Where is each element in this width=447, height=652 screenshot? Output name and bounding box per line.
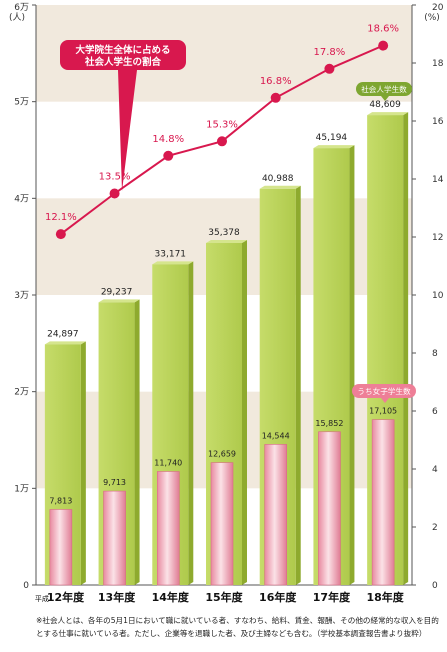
total-bar-label: 35,378 [208,228,240,238]
female-bar [264,444,288,586]
right-tick-label: 4 [432,465,438,475]
right-tick-label: 0 [432,581,438,591]
callout-bubble: 大学院生全体に占める 社会人学生の割合 [60,40,186,191]
right-axis-unit: (%) [424,13,440,23]
right-tick-label: 16 [432,117,444,127]
ratio-point [55,229,66,240]
ratio-point [217,136,227,147]
ratio-point [378,40,389,51]
data-labels: 24,897 29,237 33,171 35,378 40,988 45,194 48,6… [45,24,401,506]
category-label: 12年度 [47,590,85,604]
category-prefix: 平成 [35,594,49,603]
total-bar-top [44,341,86,345]
total-bar-label: 45,194 [316,133,348,143]
total-bar-label: 33,171 [155,249,187,259]
female-bar [210,462,234,586]
ratio-label: 13.5% [99,172,131,183]
female-bar-label: 12,659 [208,450,236,459]
category-label: 15年度 [205,590,243,604]
female-bar [49,509,73,586]
ratio-label: 14.8% [152,134,184,145]
left-tick-label: 2万 [14,388,29,398]
total-bar-side [80,341,86,585]
female-bar-label: 9,713 [103,478,126,487]
legend-tag-female: うち女子学生数 [352,384,416,403]
category-label: 13年度 [98,590,136,604]
female-bar-label: 14,544 [262,431,290,440]
ratio-line [55,40,389,240]
right-tick-label: 18 [432,59,444,69]
legend-tag-female-label: うち女子学生数 [357,386,411,396]
female-bar [318,431,341,586]
total-bar-side [188,261,194,585]
total-bar-label: 40,988 [262,174,294,184]
total-bar-side [134,299,140,585]
total-bar-side [242,240,247,585]
total-bar-top [206,240,247,244]
total-bar-label: 48,609 [369,100,401,110]
left-tick-label: 4万 [14,194,29,204]
right-tick-label: 2 [432,523,438,533]
right-tick-label: 12 [432,233,443,243]
ratio-point [270,92,281,103]
total-bar-top [367,112,409,116]
ratio-label: 17.8% [314,47,346,58]
category-label: 17年度 [313,590,351,604]
category-label: 14年度 [152,590,190,604]
category-label: 18年度 [366,590,404,604]
right-tick-label: 10 [432,291,444,301]
footnote: ※社会人とは、各年の5月1日において職に就いている者、すなわち、給料、賃金、報酬… [36,616,439,638]
right-tick-label: 14 [432,175,444,185]
total-bar-label: 24,897 [47,329,79,339]
left-tick-label: 5万 [14,98,29,108]
ratio-label: 18.6% [367,24,399,35]
right-tick-label: 20 [432,3,444,13]
total-bar-top [259,185,301,189]
callout-line-2: 社会人学生の割合 [84,56,162,68]
left-tick-label: 3万 [14,291,29,301]
ratio-point [163,150,174,161]
left-tick-label: 1万 [14,484,29,494]
ratio-point [109,188,120,199]
female-bar-label: 11,740 [154,459,182,468]
total-bar-label: 29,237 [101,287,133,297]
female-bar [103,490,126,586]
total-bar-top [313,145,355,149]
total-bar-side [403,112,409,585]
female-bar [371,419,395,586]
ratio-label: 12.1% [45,212,77,223]
right-tick-label: 8 [432,349,438,359]
total-bar-top [152,261,194,265]
bars [44,112,409,586]
ratio-label: 16.8% [260,76,292,87]
callout-line-1: 大学院生全体に占める [75,44,170,56]
chart: 01万2万3万4万5万6万(人)02468101214161820(%)平成12… [9,3,444,604]
left-tick-label: 0 [23,581,29,591]
left-axis-unit: (人) [9,12,25,23]
left-tick-label: 6万 [14,3,29,13]
total-bar-top [98,299,140,303]
total-bar-side [295,185,301,586]
right-tick-label: 6 [432,407,438,417]
legend-tag-total-label: 社会人学生数 [361,84,407,94]
female-bar-label: 7,813 [49,496,72,505]
female-bar-label: 17,105 [369,407,397,416]
ratio-point [324,63,335,74]
female-bar [156,471,180,586]
female-bar-label: 15,852 [315,419,343,428]
total-bar-side [349,145,355,585]
legend-tag-total: 社会人学生数 [356,82,412,101]
ratio-label: 15.3% [206,119,238,130]
category-label: 16年度 [259,590,297,604]
